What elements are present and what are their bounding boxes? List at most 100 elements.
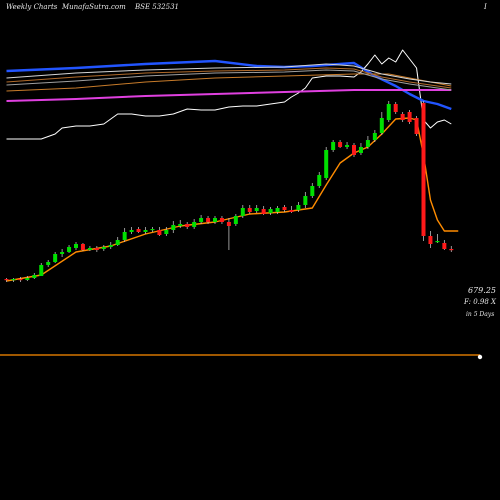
header-site-label: MunafaSutra.com (62, 3, 126, 11)
candle (60, 249, 65, 257)
candle-body (143, 230, 148, 232)
candle (192, 219, 197, 229)
candle (178, 220, 183, 228)
candle (449, 246, 454, 252)
candle (171, 221, 176, 233)
candle (129, 227, 134, 234)
candle (94, 246, 99, 252)
candle-body (428, 236, 433, 244)
candle-body (60, 252, 65, 254)
candle (213, 216, 217, 224)
end-marker-dot (477, 354, 483, 360)
candle-body (421, 103, 426, 236)
candle-body (331, 142, 336, 150)
candle (136, 227, 141, 233)
candle (345, 142, 350, 149)
candle-body (372, 133, 377, 140)
candle (11, 278, 16, 282)
candle-body (338, 142, 343, 147)
candle-body (164, 230, 169, 234)
candle (199, 215, 204, 224)
series-line-1 (6, 49, 452, 140)
header-left-label: Weekly Charts (6, 3, 58, 11)
candle (365, 136, 370, 149)
header-symbol-label: BSE 532531 (135, 3, 179, 11)
candle (233, 214, 238, 226)
candle-body (39, 265, 44, 276)
candle-body (74, 244, 78, 248)
change-label: F: 0.98 X (464, 298, 496, 306)
candle (4, 278, 9, 282)
candle (338, 140, 343, 148)
candle (240, 205, 245, 218)
candle-body (213, 218, 217, 222)
candle-body (400, 114, 405, 120)
candle (289, 206, 294, 213)
candle (268, 207, 273, 215)
candle-body (352, 145, 356, 155)
candle (157, 227, 162, 236)
candle-body (192, 222, 197, 227)
candles (4, 101, 454, 282)
candle-body (268, 209, 273, 213)
candle-body (46, 262, 51, 265)
candle-body (324, 150, 329, 178)
candle-body (345, 145, 350, 147)
candle-body (247, 208, 252, 212)
candle (400, 112, 405, 122)
candle-body (289, 210, 294, 212)
candle-body (150, 229, 155, 231)
candle-body (442, 243, 447, 249)
candle (386, 101, 391, 122)
price-label: 679.25 (468, 286, 496, 295)
candle-body (282, 207, 287, 210)
candle (74, 242, 78, 250)
candle (80, 243, 85, 251)
candle-body (365, 140, 370, 147)
candle-body (240, 208, 245, 216)
candle (324, 147, 329, 180)
candle-body (67, 247, 72, 252)
candle-body (185, 224, 190, 227)
candle (358, 143, 363, 155)
candle (275, 206, 280, 214)
candle (379, 112, 384, 135)
candle-body (233, 216, 238, 224)
candle-body (358, 147, 363, 153)
candle (18, 277, 23, 282)
candle-body (18, 279, 23, 281)
candle-body (261, 209, 266, 214)
candle-body (379, 118, 384, 133)
candle (143, 227, 148, 234)
candle-body (87, 248, 92, 250)
candle-body (310, 186, 315, 196)
candle-body (296, 205, 301, 210)
candle-body (199, 218, 204, 222)
candle-body (254, 208, 259, 211)
candle (261, 206, 266, 215)
candle-body (303, 196, 308, 205)
candle (226, 218, 231, 250)
candle (428, 231, 433, 248)
candle-body (53, 254, 58, 262)
candle (254, 205, 259, 213)
candle (53, 252, 58, 263)
candle-body (101, 247, 106, 249)
candle-body (206, 218, 211, 222)
indicator-lines (6, 49, 459, 282)
candle (32, 273, 37, 279)
candle (247, 205, 252, 214)
candle (150, 227, 155, 232)
candle-body (32, 275, 37, 278)
candle-body (393, 104, 398, 112)
candle-body (171, 225, 176, 230)
candle (407, 110, 412, 124)
candle-body (136, 229, 141, 232)
candle (122, 228, 127, 242)
candle-body (407, 112, 412, 122)
candle-body (122, 232, 127, 240)
candle-body (435, 241, 440, 243)
candle (185, 222, 190, 229)
